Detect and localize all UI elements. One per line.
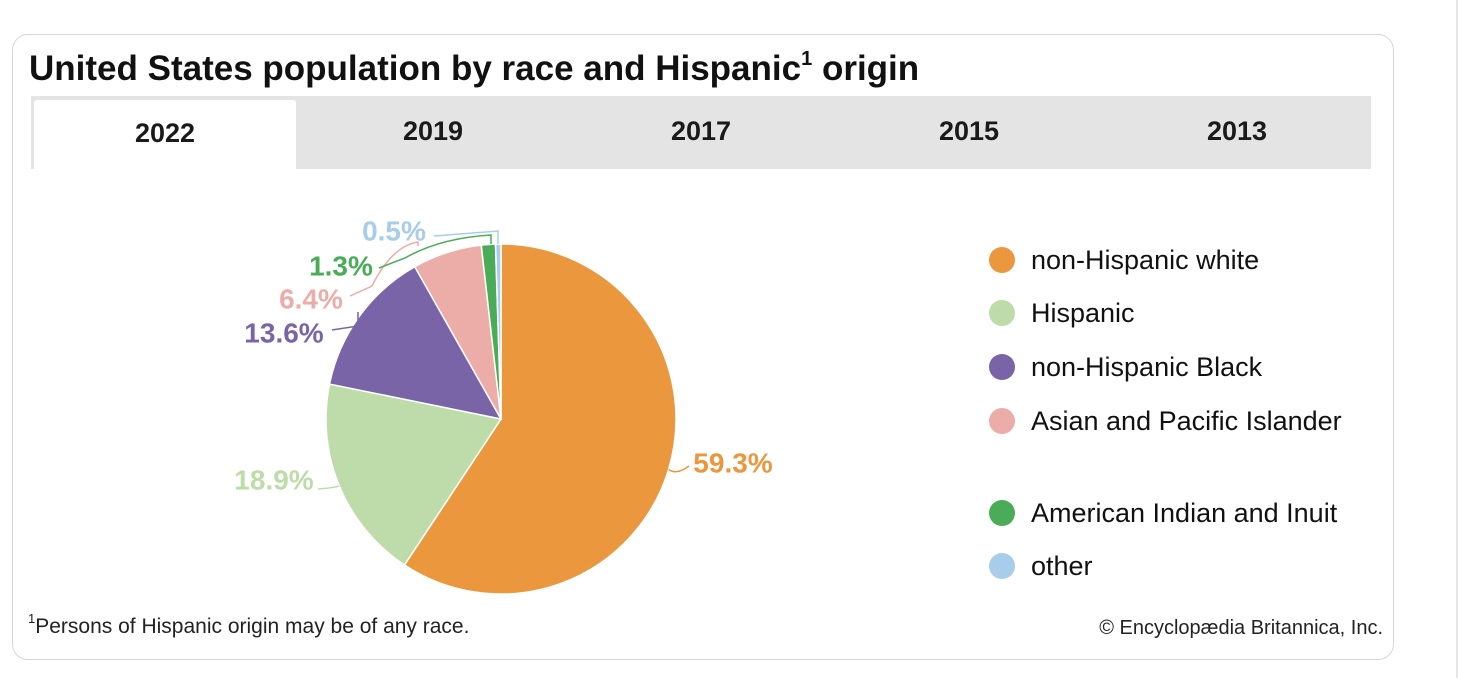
leader-line-0 bbox=[668, 465, 690, 473]
legend-swatch bbox=[989, 553, 1015, 579]
chart-title: United States population by race and His… bbox=[29, 48, 920, 88]
tab-2017[interactable]: 2017 bbox=[670, 116, 732, 146]
legend-label: Asian and Pacific Islander bbox=[1031, 406, 1342, 436]
data-label-asian-and-pacific-islander: 6.4% bbox=[279, 283, 343, 314]
legend-item-non-hispanic-black: non-Hispanic Black bbox=[989, 352, 1391, 386]
data-label-hispanic: 18.9% bbox=[234, 464, 313, 495]
leader-line-2 bbox=[331, 312, 359, 331]
leader-line-3 bbox=[349, 241, 419, 297]
pie-slice-non-hispanic-black bbox=[328, 265, 503, 421]
tab-2015[interactable]: 2015 bbox=[938, 116, 1000, 146]
data-label-non-hispanic-black: 13.6% bbox=[244, 317, 323, 348]
legend-item-other: other bbox=[989, 551, 1391, 585]
data-label-american-indian-and-inuit: 1.3% bbox=[309, 250, 373, 281]
pie-slice-other bbox=[494, 243, 502, 420]
legend-item-american-indian-inuit: American Indian and Inuit bbox=[989, 498, 1391, 532]
pie-slice-hispanic bbox=[325, 383, 503, 567]
pie-slice-non-hispanic-white bbox=[403, 243, 677, 595]
data-label-other: 0.5% bbox=[362, 215, 426, 246]
legend-item-hispanic: Hispanic bbox=[989, 298, 1391, 332]
legend-swatch bbox=[989, 247, 1015, 273]
tab-2013[interactable]: 2013 bbox=[1206, 116, 1268, 146]
legend-swatch bbox=[989, 500, 1015, 526]
legend-label: non-Hispanic Black bbox=[1031, 352, 1263, 382]
legend-swatch bbox=[989, 354, 1015, 380]
leader-line-4 bbox=[378, 234, 492, 269]
legend-label: other bbox=[1031, 551, 1093, 581]
legend-swatch bbox=[989, 300, 1015, 326]
leader-line-1 bbox=[317, 485, 340, 490]
legend-item-non-hispanic-white: non-Hispanic white bbox=[989, 245, 1391, 279]
tab-2019[interactable]: 2019 bbox=[402, 116, 464, 146]
tab-2022[interactable]: 2022 bbox=[34, 100, 296, 169]
copyright-credit: © Encyclopædia Britannica, Inc. bbox=[1099, 617, 1383, 639]
legend-label: Hispanic bbox=[1031, 298, 1135, 328]
year-tabs: 2022 2019 2017 2015 2013 bbox=[31, 96, 1371, 169]
legend-item-asian-pacific-islander: Asian and Pacific Islander bbox=[989, 406, 1391, 440]
legend-label: American Indian and Inuit bbox=[1031, 498, 1338, 528]
chart-card: United States population by race and His… bbox=[12, 34, 1394, 660]
footnote: 1Persons of Hispanic origin may be of an… bbox=[28, 611, 470, 638]
legend-label: non-Hispanic white bbox=[1031, 245, 1260, 275]
legend-swatch bbox=[989, 408, 1015, 434]
page-scrollbar bbox=[1456, 0, 1458, 678]
data-label-non-hispanic-white: 59.3% bbox=[693, 447, 772, 478]
leader-line-5 bbox=[433, 230, 499, 244]
